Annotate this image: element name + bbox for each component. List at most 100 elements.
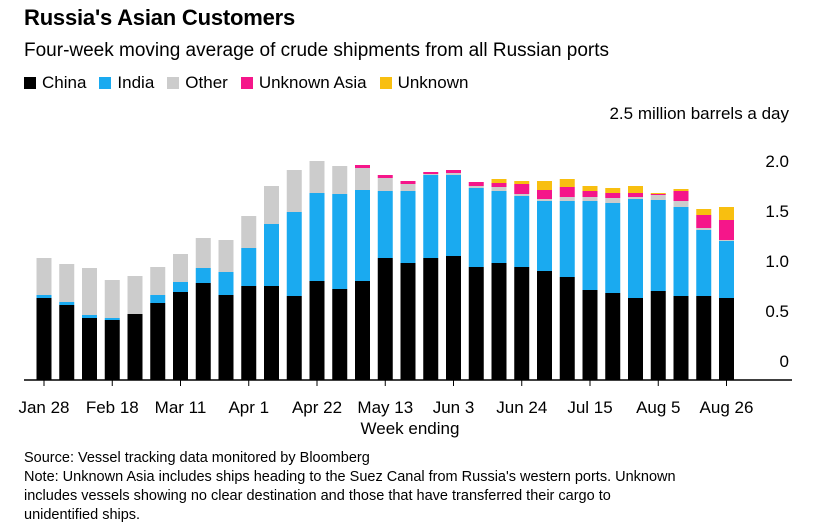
- bar-other-13: [332, 166, 348, 194]
- stacked-bar-chart: 2.5 million barrels a day 00.51.01.52.0 …: [18, 104, 792, 438]
- bar-unknown-asia-18: [446, 170, 461, 173]
- bar-other-5: [150, 267, 166, 295]
- bar-india-25: [605, 203, 621, 293]
- legend: China India Other Unknown Asia Unknown: [24, 73, 481, 93]
- bar-china-12: [309, 281, 325, 380]
- bar-india-24: [582, 201, 598, 290]
- bar-china-22: [537, 271, 552, 380]
- bar-other-9: [241, 216, 257, 248]
- bar-india-8: [218, 272, 234, 295]
- bar-unknown-25: [605, 188, 621, 193]
- bar-china-20: [491, 263, 507, 380]
- bar-other-23: [559, 197, 575, 201]
- bar-china-11: [286, 296, 302, 380]
- bar-china-0: [36, 298, 52, 380]
- bar-unknown-asia-23: [559, 187, 575, 197]
- bar-other-24: [582, 197, 598, 201]
- bar-other-21: [514, 194, 530, 196]
- bar-other-11: [286, 170, 302, 212]
- bar-unknown-29: [696, 209, 712, 215]
- legend-swatch-unknown: [379, 77, 392, 89]
- bar-other-1: [59, 264, 75, 302]
- bar-other-19: [468, 186, 484, 188]
- bar-china-25: [605, 293, 621, 380]
- legend-label-unknown-asia: Unknown Asia: [258, 73, 367, 92]
- legend-swatch-unknown-asia: [240, 77, 253, 89]
- bar-other-28: [673, 201, 689, 207]
- bar-india-16: [400, 191, 416, 263]
- bar-other-22: [537, 199, 552, 201]
- x-tick-label: Jan 28: [18, 398, 69, 417]
- bar-other-30: [719, 240, 734, 241]
- bar-unknown-asia-22: [537, 190, 552, 199]
- bar-china-30: [719, 298, 734, 380]
- bar-india-18: [446, 175, 461, 256]
- y-tick-label: 1.0: [765, 252, 789, 271]
- bar-china-13: [332, 289, 348, 380]
- bar-other-0: [36, 258, 52, 295]
- bar-other-16: [400, 184, 416, 191]
- bar-unknown-asia-30: [719, 220, 734, 240]
- bar-india-1: [59, 302, 75, 305]
- bar-unknown-asia-17: [423, 172, 439, 174]
- bar-india-26: [628, 199, 643, 298]
- bars: [36, 161, 734, 380]
- bar-china-27: [650, 291, 666, 380]
- bar-other-7: [195, 238, 211, 268]
- bar-china-29: [696, 296, 712, 380]
- bar-other-15: [377, 178, 393, 191]
- bar-other-29: [696, 228, 712, 230]
- bar-other-27: [650, 195, 666, 200]
- bar-india-0: [36, 295, 52, 298]
- bar-china-10: [264, 286, 279, 380]
- bar-china-24: [582, 290, 598, 380]
- bar-unknown-28: [673, 189, 689, 191]
- legend-swatch-india: [99, 77, 112, 89]
- bar-china-9: [241, 286, 257, 380]
- bar-china-16: [400, 263, 416, 380]
- legend-swatch-china: [24, 77, 36, 89]
- x-tick-label: Jun 3: [433, 398, 475, 417]
- y-tick-label: 0.5: [765, 302, 789, 321]
- source-note: Source: Vessel tracking data monitored b…: [24, 450, 370, 466]
- note-line-3: unidentified ships.: [24, 507, 141, 523]
- bar-other-10: [264, 186, 279, 224]
- bar-india-15: [377, 191, 393, 258]
- bar-unknown-asia-14: [355, 165, 370, 168]
- legend-label-unknown: Unknown: [397, 73, 469, 92]
- bar-india-17: [423, 175, 439, 258]
- bar-india-12: [309, 193, 325, 281]
- y-axis-ticks: 0 0.5 1.0 1.5 2.0: [765, 152, 789, 371]
- x-tick-label: Apr 1: [228, 398, 269, 417]
- bar-china-3: [104, 320, 120, 380]
- bar-india-23: [559, 201, 575, 277]
- chart-title: Russia's Asian Customers: [24, 5, 296, 30]
- bar-india-27: [650, 200, 666, 291]
- bar-china-6: [173, 292, 188, 380]
- bar-china-8: [218, 295, 234, 380]
- bar-unknown-asia-24: [582, 191, 598, 197]
- bar-india-28: [673, 207, 689, 296]
- bar-china-17: [423, 258, 439, 380]
- bar-unknown-asia-16: [400, 181, 416, 184]
- legend-label-india: India: [117, 73, 155, 92]
- x-tick-label: May 13: [357, 398, 413, 417]
- bar-china-28: [673, 296, 689, 380]
- bar-other-26: [628, 197, 643, 199]
- x-tick-label: Aug 26: [700, 398, 754, 417]
- bar-india-3: [104, 318, 120, 320]
- x-tick-label: Mar 11: [155, 398, 207, 417]
- legend-item-china: China: [24, 73, 86, 93]
- legend-item-other: Other: [167, 73, 228, 93]
- bar-china-5: [150, 303, 166, 380]
- legend-item-unknown: Unknown: [379, 73, 469, 93]
- x-tick-label: Feb 18: [86, 398, 139, 417]
- bar-india-29: [696, 230, 712, 296]
- y-tick-label: 0: [780, 352, 789, 371]
- bar-other-20: [491, 187, 507, 191]
- x-tick-label: Apr 22: [292, 398, 342, 417]
- bar-india-13: [332, 194, 348, 289]
- x-axis-ticks: Jan 28 Feb 18 Mar 11 Apr 1 Apr 22 May 13 Jun 3…: [18, 380, 753, 417]
- bar-other-3: [104, 280, 120, 318]
- bar-india-22: [537, 201, 552, 271]
